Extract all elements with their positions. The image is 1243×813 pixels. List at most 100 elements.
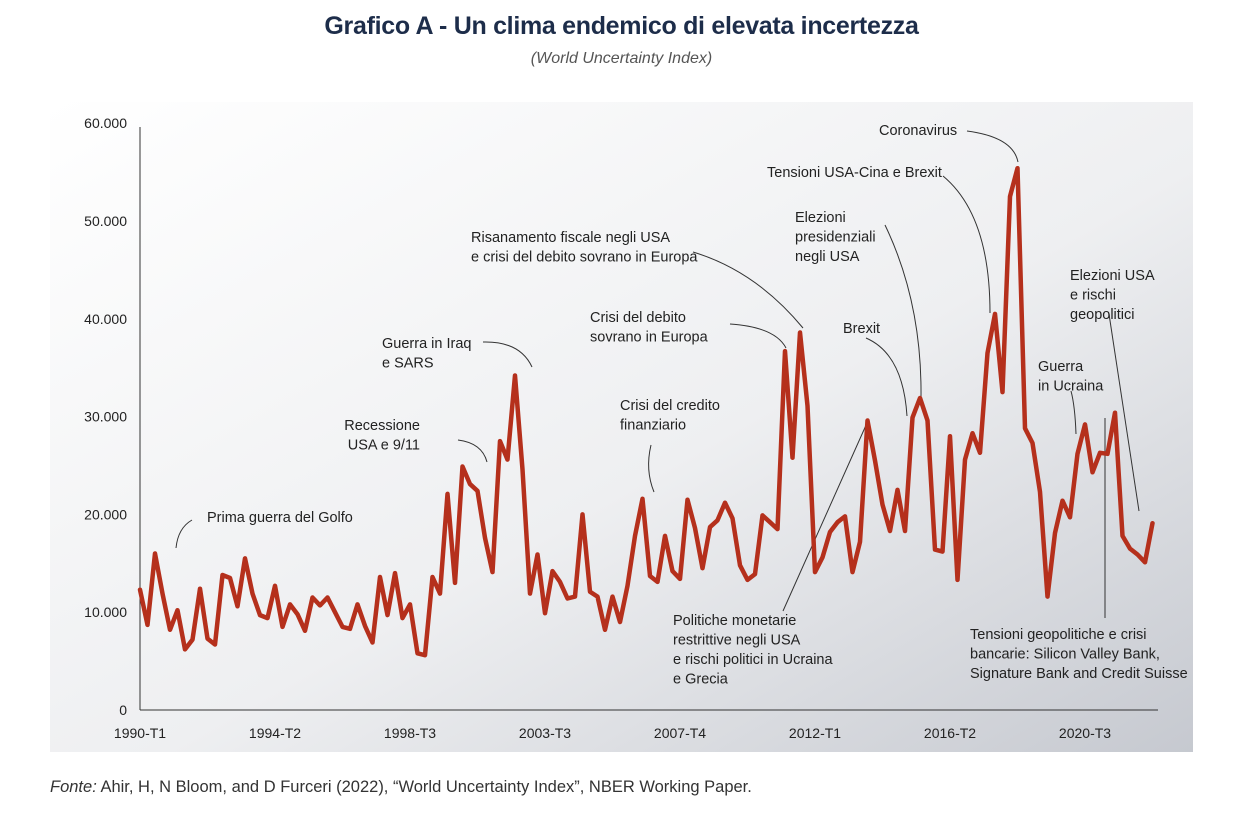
data-point <box>205 636 210 641</box>
annotation-leader <box>1070 390 1077 435</box>
annotation-line: Crisi del debito <box>590 310 686 326</box>
annotation-leader <box>648 444 655 493</box>
annotation-label: Crisi del credito finanziario <box>620 398 720 434</box>
data-point <box>1045 594 1050 599</box>
data-point <box>213 642 217 647</box>
line-chart: 0 10.000 20.000 30.000 40.000 50.000 60.000 199… <box>50 102 1193 752</box>
data-point <box>348 627 352 631</box>
annotation-line: presidenziali <box>795 230 876 246</box>
data-point <box>648 574 652 578</box>
data-point <box>618 620 622 624</box>
data-point <box>1000 390 1005 394</box>
data-point <box>955 578 960 582</box>
data-point <box>190 637 195 642</box>
y-tick-label: 30.000 <box>84 409 127 425</box>
annotation-leader <box>175 519 193 549</box>
data-point <box>1075 451 1080 456</box>
data-point <box>828 530 832 534</box>
annotation-label: Guerra in Ucraina <box>1038 359 1104 395</box>
data-point <box>310 595 315 600</box>
y-tick-label: 0 <box>119 702 127 718</box>
chart-panel: 0 10.000 20.000 30.000 40.000 50.000 60.000 199… <box>50 102 1193 752</box>
data-point <box>1113 410 1117 415</box>
annotation-line: Brexit <box>843 321 880 337</box>
data-point <box>280 625 285 629</box>
data-point <box>333 610 337 614</box>
data-point <box>550 569 555 573</box>
data-point <box>820 555 825 560</box>
data-point <box>1120 534 1125 538</box>
data-point <box>363 624 367 628</box>
data-point <box>678 577 682 581</box>
data-point <box>670 569 675 573</box>
data-point <box>303 628 307 633</box>
annotation-leader <box>942 175 991 314</box>
data-point <box>168 628 172 632</box>
data-point <box>243 556 247 561</box>
annotation-line: Tensioni geopolitiche e crisi <box>970 627 1147 643</box>
data-point <box>813 570 817 574</box>
data-point <box>835 520 840 525</box>
data-point <box>385 613 390 617</box>
chart-subtitle: (World Uncertainty Index) <box>530 50 713 67</box>
series-line <box>137 165 1155 658</box>
annotation-line: USA e 9/11 <box>348 438 420 454</box>
data-point <box>1083 422 1087 427</box>
annotation-line: Risanamento fiscale negli USA <box>471 230 670 246</box>
data-point <box>438 591 442 596</box>
data-point <box>483 536 487 540</box>
data-point <box>640 496 645 501</box>
data-point <box>888 529 892 533</box>
data-point <box>1060 498 1065 503</box>
source-note: Fonte: Ahir, H, N Bloom, and D Furceri (… <box>50 778 752 797</box>
annotation-label: Brexit <box>843 321 880 337</box>
data-point <box>655 580 660 584</box>
data-point <box>198 586 202 591</box>
data-point <box>715 518 720 523</box>
annotation-line: e crisi del debito sovrano in Europa <box>471 250 698 266</box>
y-tick-label: 50.000 <box>84 213 127 229</box>
data-point <box>258 613 262 617</box>
annotation-leader <box>782 422 868 612</box>
data-point <box>460 464 465 469</box>
annotation-leader <box>884 224 922 398</box>
data-point <box>573 594 577 599</box>
y-tick-label: 40.000 <box>84 311 127 327</box>
data-point <box>768 520 772 525</box>
data-point <box>970 431 975 436</box>
annotation-leader <box>692 251 804 329</box>
annotation-label: Prima guerra del Golfo <box>207 510 353 526</box>
annotation-line: Tensioni USA-Cina e Brexit <box>767 165 942 181</box>
data-point <box>273 583 277 588</box>
data-point <box>408 602 412 607</box>
annotation-label: Elezioni presidenziali negli USA <box>795 210 876 265</box>
annotation-line: Guerra in Iraq <box>382 336 471 352</box>
data-point <box>295 612 300 616</box>
annotation-line: e rischi politici in Ucraina <box>673 652 833 668</box>
data-point <box>505 457 510 462</box>
annotation-line: in Ucraina <box>1038 379 1104 395</box>
data-point <box>603 628 607 632</box>
data-point <box>790 455 795 460</box>
annotation-line: Coronavirus <box>879 123 957 139</box>
x-tick-label: 1994-T2 <box>249 725 301 741</box>
x-tick-label: 2012-T1 <box>789 725 841 741</box>
data-point <box>738 563 742 568</box>
data-point <box>903 529 907 533</box>
data-point <box>1098 450 1102 455</box>
data-point <box>580 512 585 517</box>
data-point <box>895 488 900 492</box>
source-text: Ahir, H, N Bloom, and D Furceri (2022), … <box>96 778 752 796</box>
annotation-line: restrittive negli USA <box>673 633 801 649</box>
data-point <box>1090 470 1095 475</box>
data-point <box>1008 194 1012 199</box>
annotation-leader <box>865 337 908 417</box>
data-point <box>490 570 495 574</box>
data-point <box>610 594 615 599</box>
data-point <box>535 552 540 557</box>
annotation-label: Recessione USA e 9/11 <box>344 418 420 454</box>
data-point <box>558 580 562 584</box>
data-point <box>783 349 787 353</box>
data-point <box>528 591 532 596</box>
data-point <box>858 539 862 544</box>
